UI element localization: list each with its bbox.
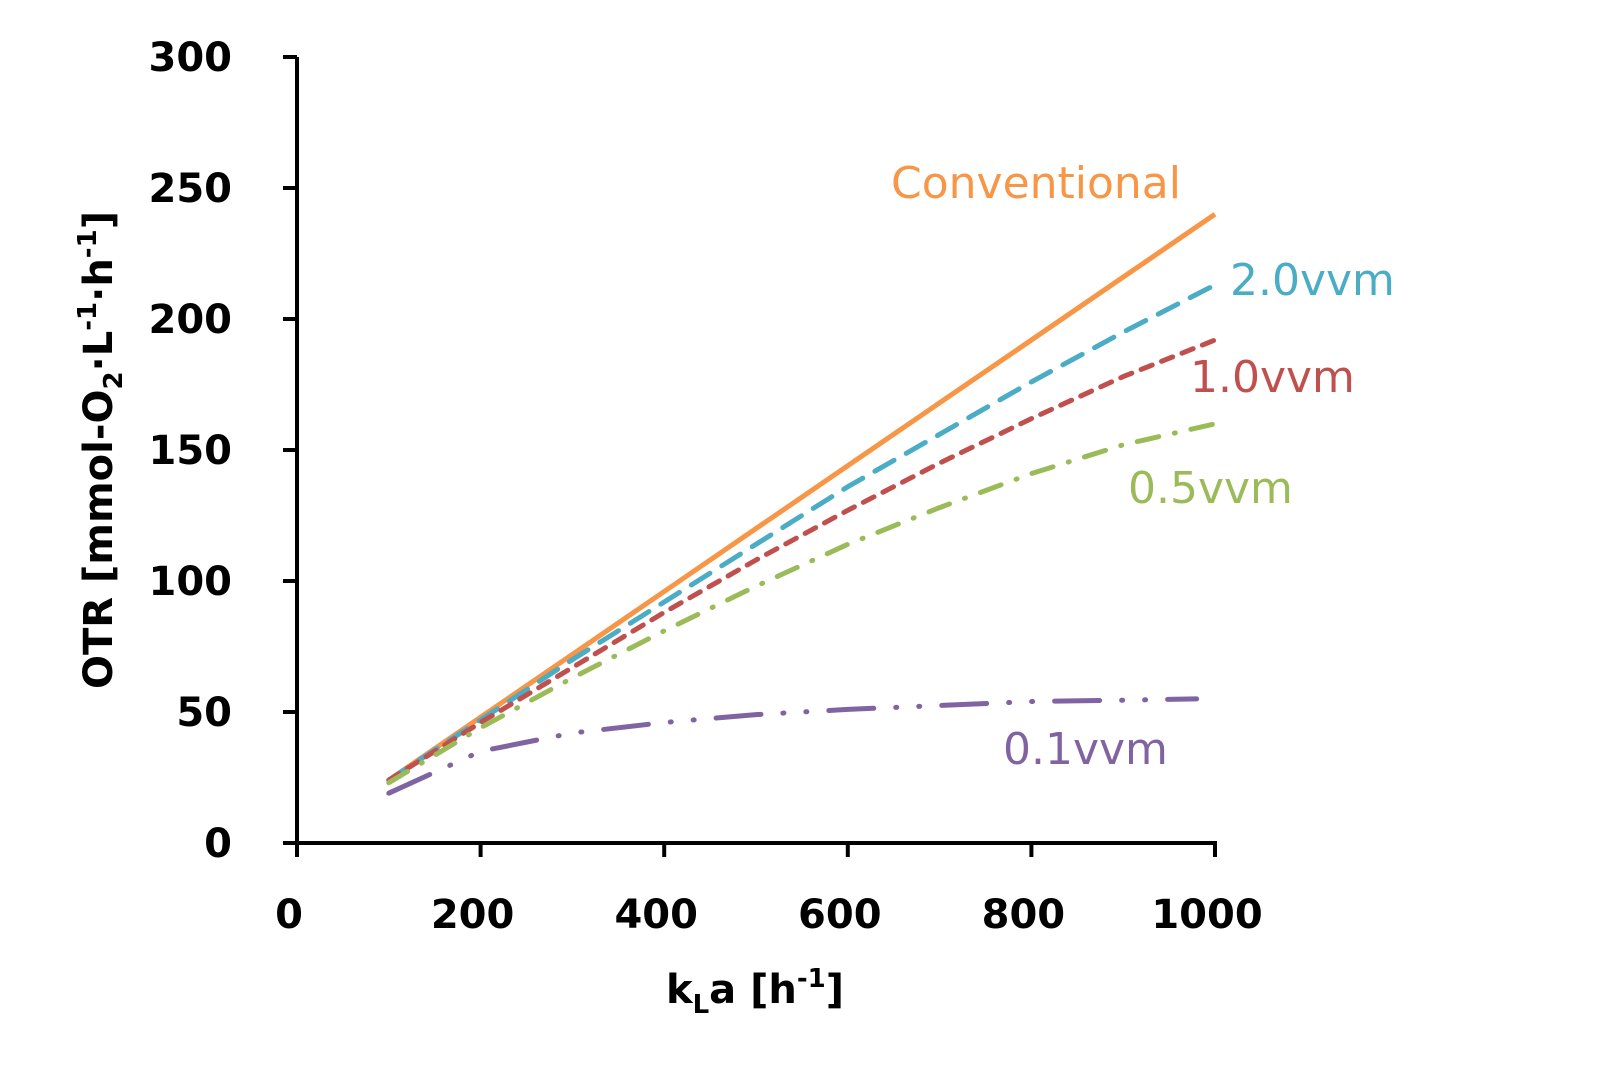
y-tick-label: 150 xyxy=(149,428,233,474)
series-line-1-0vvm xyxy=(386,337,1218,783)
y-tick-label: 50 xyxy=(176,690,232,736)
x-axis-label: kLa [h-1] xyxy=(666,964,844,1020)
series-line-2-0vvm xyxy=(386,282,1218,783)
x-tick-label: 0 xyxy=(275,892,303,938)
tick-layer: 0 200 400 600 800 1000 0 50 100 150 200 250 300 xyxy=(149,35,1263,938)
x-tick-label: 800 xyxy=(982,892,1066,938)
y-tick-label: 0 xyxy=(204,821,232,867)
series-label-conventional: Conventional xyxy=(891,158,1181,209)
y-tick-label: 100 xyxy=(149,559,233,605)
x-tick-label: 400 xyxy=(614,892,698,938)
y-tick-label: 200 xyxy=(149,297,233,343)
series-label-0-1vvm: 0.1vvm xyxy=(1003,724,1168,775)
y-axis-label: OTR [mmol-O2·L-1·h-1] xyxy=(73,211,129,689)
x-tick-label: 600 xyxy=(798,892,882,938)
x-tick-label: 200 xyxy=(431,892,515,938)
x-tick-label: 1000 xyxy=(1151,892,1262,938)
series-line-conventional xyxy=(387,212,1217,783)
y-tick-label: 300 xyxy=(149,35,233,81)
series-line-0-1vvm xyxy=(386,696,1200,796)
series-label-1-0vvm: 1.0vvm xyxy=(1190,352,1355,403)
y-tick-label: 250 xyxy=(149,166,233,212)
series-label-0-5vvm: 0.5vvm xyxy=(1128,463,1293,514)
series-label-2-0vvm: 2.0vvm xyxy=(1230,255,1395,306)
series-layer xyxy=(386,212,1218,796)
